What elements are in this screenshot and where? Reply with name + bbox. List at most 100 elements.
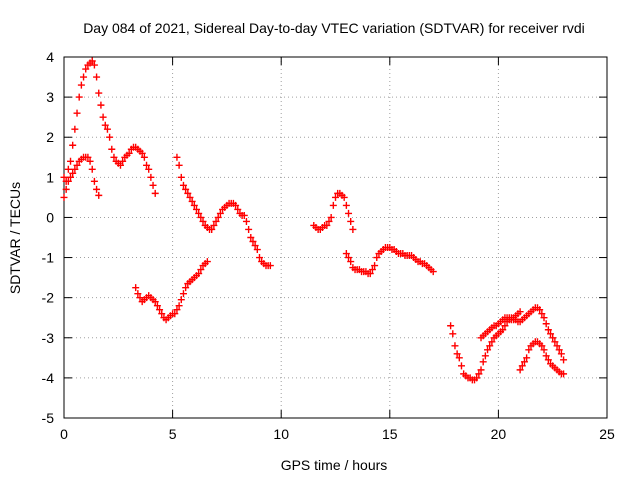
x-tick-label: 20 <box>491 426 507 442</box>
data-point <box>212 217 220 225</box>
data-point <box>77 81 85 89</box>
data-point <box>173 306 181 314</box>
x-tick-label: 15 <box>382 426 398 442</box>
data-point <box>60 173 68 181</box>
y-tick-label: -3 <box>42 330 55 346</box>
data-point <box>86 157 94 165</box>
data-point <box>134 290 142 298</box>
data-point <box>520 358 528 366</box>
y-tick-label: 2 <box>46 129 54 145</box>
data-point <box>99 113 107 121</box>
chart-title: Day 084 of 2021, Sidereal Day-to-day VTE… <box>83 20 585 36</box>
data-point <box>488 338 496 346</box>
axis-ticks <box>63 56 608 419</box>
data-point <box>523 354 531 362</box>
data-point <box>101 121 109 129</box>
data-point <box>151 189 159 197</box>
data-point <box>329 201 337 209</box>
data-point <box>158 310 166 318</box>
data-point <box>75 93 83 101</box>
grid <box>64 57 607 418</box>
data-point <box>97 101 105 109</box>
data-point <box>538 310 546 318</box>
data-point <box>516 366 524 374</box>
data-point <box>153 302 161 310</box>
data-point <box>106 133 114 141</box>
y-tick-label: -5 <box>42 410 55 426</box>
data-point <box>255 254 263 262</box>
data-point <box>82 65 90 73</box>
data-points <box>60 57 568 384</box>
data-point <box>479 358 487 366</box>
data-point <box>247 234 255 241</box>
y-tick-label: 1 <box>46 169 54 185</box>
y-tick-label: 0 <box>46 209 54 225</box>
data-point <box>93 185 101 193</box>
data-point <box>332 193 339 201</box>
data-point <box>182 284 190 292</box>
data-point <box>266 262 274 270</box>
data-point <box>325 217 333 225</box>
y-tick-label: -1 <box>42 250 55 266</box>
data-point <box>538 342 546 350</box>
series-5 <box>310 189 357 233</box>
data-point <box>242 217 250 225</box>
data-point <box>323 221 331 229</box>
data-point <box>195 209 203 217</box>
data-point <box>549 334 557 342</box>
data-point <box>143 161 151 169</box>
data-point <box>64 177 72 185</box>
data-point <box>214 213 222 221</box>
data-point <box>447 322 455 330</box>
data-point <box>184 189 192 197</box>
data-point <box>216 209 224 217</box>
data-point <box>553 342 561 350</box>
data-point <box>234 205 242 213</box>
data-point <box>555 346 563 354</box>
data-point <box>177 296 185 304</box>
data-point <box>103 125 111 133</box>
x-tick-label: 5 <box>169 426 177 442</box>
series-9 <box>516 338 568 378</box>
data-point <box>69 141 77 149</box>
data-point <box>251 242 259 250</box>
y-axis-label: SDTVAR / TECUs <box>7 182 23 294</box>
data-point <box>455 354 463 362</box>
data-point <box>475 370 483 378</box>
data-point <box>90 61 98 69</box>
data-point <box>560 356 568 364</box>
data-point <box>69 169 77 177</box>
data-point <box>71 125 79 133</box>
x-tick-label: 10 <box>273 426 289 442</box>
data-point <box>132 284 140 292</box>
data-point <box>147 173 155 181</box>
y-tick-label: -4 <box>42 370 55 386</box>
data-point <box>453 350 461 358</box>
data-point <box>451 342 459 350</box>
data-point <box>536 306 544 314</box>
data-point <box>179 290 187 298</box>
series-2 <box>60 153 103 199</box>
data-point <box>349 225 357 233</box>
data-point <box>347 217 355 225</box>
data-point <box>60 193 68 201</box>
data-point <box>560 370 568 378</box>
data-point <box>501 322 509 330</box>
data-point <box>477 366 485 374</box>
data-point <box>177 173 185 181</box>
data-point <box>119 157 127 165</box>
data-point <box>540 346 548 354</box>
data-point <box>138 149 146 157</box>
data-point <box>151 298 159 306</box>
x-axis-label: GPS time / hours <box>281 457 388 473</box>
data-point <box>544 326 552 334</box>
data-point <box>116 161 124 169</box>
data-point <box>347 258 355 266</box>
y-tick-label: 3 <box>46 89 54 105</box>
y-tick-label: -2 <box>42 290 55 306</box>
data-point <box>192 205 200 213</box>
x-tick-label: 0 <box>60 426 68 442</box>
data-point <box>210 221 218 229</box>
data-point <box>73 109 81 117</box>
data-point <box>518 362 526 370</box>
